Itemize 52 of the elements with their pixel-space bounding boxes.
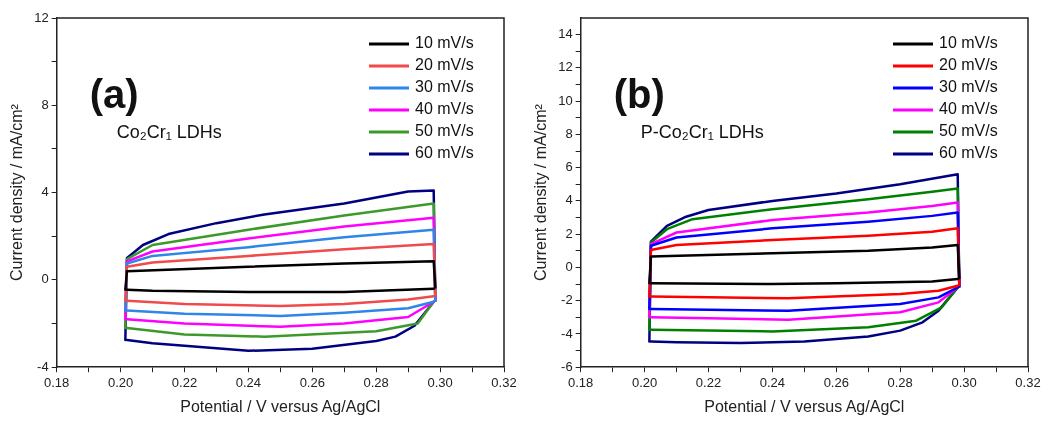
annotation: Co₂Cr₁ LDHs bbox=[116, 122, 222, 142]
x-tick-label: 0.18 bbox=[44, 374, 70, 390]
y-tick-label: -4 bbox=[561, 325, 573, 341]
x-tick-label: 0.30 bbox=[427, 374, 453, 390]
annotation: (b) bbox=[613, 72, 665, 116]
y-tick-label: 14 bbox=[558, 26, 573, 42]
text: 0.20 bbox=[631, 374, 658, 390]
legend-label: 10 mV/s bbox=[939, 34, 998, 52]
y-tick-label: 4 bbox=[565, 192, 573, 208]
x-tick-label: 0.24 bbox=[759, 374, 786, 390]
x-tick-label: 0.18 bbox=[568, 374, 594, 390]
x-axis-title: Potential / V versus Ag/AgCl bbox=[180, 397, 381, 415]
y-tick-label: -4 bbox=[37, 358, 49, 374]
y-tick-label: 12 bbox=[558, 59, 573, 75]
legend-label: 20 mV/s bbox=[939, 56, 998, 74]
x-tick-label: 0.30 bbox=[951, 374, 977, 390]
y-axis-title: Current density / mA/cm² bbox=[532, 103, 550, 282]
legend-label: 20 mV/s bbox=[415, 56, 474, 74]
y-tick-label: -2 bbox=[561, 292, 573, 308]
x-tick-label: 0.32 bbox=[1015, 374, 1041, 390]
y-tick-label: 8 bbox=[565, 125, 573, 141]
legend-label: 60 mV/s bbox=[939, 144, 998, 162]
x-axis-title: Potential / V versus Ag/AgCl bbox=[704, 397, 905, 415]
legend-label: 40 mV/s bbox=[415, 100, 474, 118]
x-tick-label: 0.32 bbox=[491, 374, 517, 390]
x-tick-label: 0.26 bbox=[299, 374, 325, 390]
x-tick-label: 0.26 bbox=[823, 374, 849, 390]
legend-label: 60 mV/s bbox=[415, 144, 474, 162]
y-tick-label: -6 bbox=[561, 358, 573, 374]
legend-label: 50 mV/s bbox=[415, 122, 474, 140]
legend-label: 10 mV/s bbox=[415, 34, 474, 52]
legend-label: 30 mV/s bbox=[415, 78, 474, 96]
y-tick-label: 8 bbox=[41, 96, 49, 112]
legend-label: 50 mV/s bbox=[939, 122, 998, 140]
y-tick-label: 10 bbox=[558, 92, 573, 108]
y-tick-label: 0 bbox=[565, 259, 573, 275]
x-tick-label: 0.28 bbox=[887, 374, 913, 390]
y-tick-label: 2 bbox=[565, 225, 573, 241]
annotation: P-Co₂Cr₁ LDHs bbox=[640, 122, 764, 142]
x-tick-label: 0.24 bbox=[235, 374, 262, 390]
y-tick-label: 0 bbox=[41, 271, 49, 287]
y-tick-label: 12 bbox=[34, 9, 49, 25]
y-tick-label: 6 bbox=[565, 159, 573, 175]
y-tick-label: 4 bbox=[41, 184, 49, 200]
y-axis-title: Current density / mA/cm² bbox=[8, 103, 26, 282]
x-tick-label: 0.22 bbox=[695, 374, 722, 390]
annotation: (a) bbox=[89, 72, 139, 116]
x-tick-label: 0.22 bbox=[171, 374, 198, 390]
legend-label: 40 mV/s bbox=[939, 100, 998, 118]
x-tick-label: 0.28 bbox=[363, 374, 389, 390]
text: 0.20 bbox=[107, 374, 134, 390]
legend-label: 30 mV/s bbox=[939, 78, 998, 96]
